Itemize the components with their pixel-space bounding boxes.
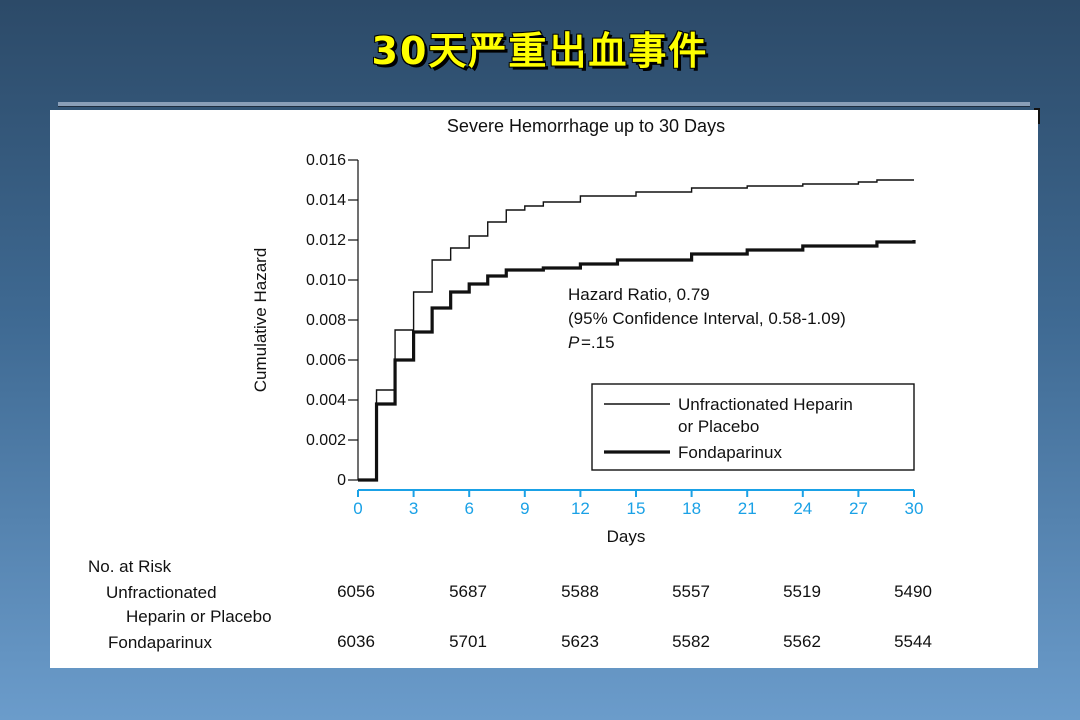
y-axis-label: Cumulative Hazard [251, 248, 270, 393]
risk-row1-label-cont: Heparin or Placebo [126, 607, 272, 626]
y-tick-label: 0.008 [306, 312, 346, 329]
chart-title: Severe Hemorrhage up to 30 Days [447, 116, 725, 136]
x-tick-label: 24 [793, 499, 812, 518]
risk-cell-heparin: 5687 [449, 582, 487, 601]
legend-label-heparin: Unfractionated Heparin [678, 395, 853, 414]
legend-label-fondaparinux: Fondaparinux [678, 443, 782, 462]
series-line-fondaparinux [358, 240, 916, 482]
y-tick-label: 0.014 [306, 192, 346, 209]
legend-label-heparin-cont: or Placebo [678, 417, 759, 436]
risk-cell-fondaparinux: 5701 [449, 632, 487, 651]
risk-cell-heparin: 5490 [894, 582, 932, 601]
slide-title: 30天严重出血事件 [371, 29, 709, 73]
annotation-p-value: =.15 [581, 333, 615, 352]
risk-table-header: No. at Risk [88, 557, 172, 576]
y-tick-label: 0 [337, 472, 346, 489]
x-tick-label: 15 [627, 499, 646, 518]
risk-cell-fondaparinux: 5544 [894, 632, 932, 651]
y-tick-label: 0.004 [306, 392, 346, 409]
risk-cell-heparin: 6056 [337, 582, 375, 601]
y-tick-label: 0.006 [306, 352, 346, 369]
x-tick-label: 6 [464, 499, 473, 518]
x-axis-label: Days [607, 527, 646, 546]
x-tick-label: 3 [409, 499, 418, 518]
x-tick-label: 21 [738, 499, 757, 518]
x-tick-label: 27 [849, 499, 868, 518]
annotation-p-symbol: P [568, 333, 580, 352]
x-tick-label: 12 [571, 499, 590, 518]
risk-row1-label: Unfractionated [106, 583, 217, 602]
annotation-confidence-interval: (95% Confidence Interval, 0.58-1.09) [568, 309, 846, 328]
risk-cell-heparin: 5557 [672, 582, 710, 601]
risk-cell-fondaparinux: 5562 [783, 632, 821, 651]
chart-panel: Severe Hemorrhage up to 30 Days 0 0.002 0.0… [50, 110, 1038, 668]
x-tick-label: 18 [682, 499, 701, 518]
risk-cell-fondaparinux: 5623 [561, 632, 599, 651]
legend-box [591, 383, 915, 471]
y-tick-label: 0.016 [306, 152, 346, 169]
y-tick-label: 0.012 [306, 232, 346, 249]
risk-cell-heparin: 5519 [783, 582, 821, 601]
x-tick-label: 0 [353, 499, 362, 518]
risk-cell-fondaparinux: 6036 [337, 632, 375, 651]
x-tick-label: 9 [520, 499, 529, 518]
hazard-chart: Severe Hemorrhage up to 30 Days 0 0.002 0.0… [251, 116, 924, 546]
y-tick-label: 0.010 [306, 272, 346, 289]
risk-cell-fondaparinux: 5582 [672, 632, 710, 651]
y-tick-label: 0.002 [306, 432, 346, 449]
x-tick-label: 30 [905, 499, 924, 518]
annotation-hazard-ratio: Hazard Ratio, 0.79 [568, 285, 710, 304]
series-line-heparin [358, 179, 914, 481]
frame-top-border [58, 102, 1030, 107]
risk-row2-label: Fondaparinux [108, 633, 212, 652]
risk-cell-heparin: 5588 [561, 582, 599, 601]
